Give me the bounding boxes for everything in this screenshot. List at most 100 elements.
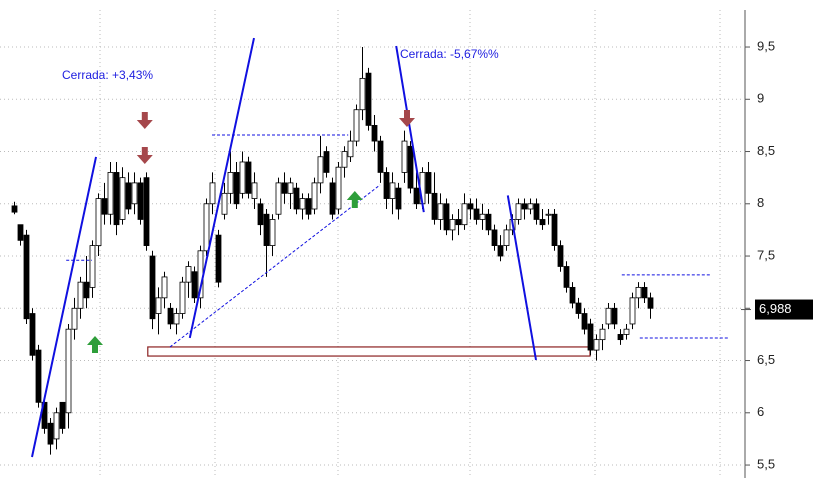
candle-body bbox=[227, 172, 234, 194]
candle-body bbox=[377, 140, 384, 173]
candle-body bbox=[479, 213, 486, 220]
candle-body bbox=[113, 172, 120, 226]
candle-body bbox=[611, 307, 618, 325]
candle-body bbox=[371, 125, 378, 142]
candle-body bbox=[401, 140, 408, 173]
sell-signal bbox=[399, 109, 415, 127]
y-tick-label: 6,5 bbox=[757, 352, 775, 367]
candle-body bbox=[467, 203, 474, 210]
candle-body bbox=[515, 203, 522, 220]
candle-body bbox=[485, 213, 492, 231]
candle-body bbox=[305, 198, 312, 215]
annotation: Cerrada: -5,67%% bbox=[400, 47, 499, 61]
annotation: Cerrada: +3,43% bbox=[62, 68, 153, 82]
candle-body bbox=[209, 182, 216, 205]
candle-body bbox=[455, 219, 462, 226]
candle-body bbox=[65, 328, 72, 414]
candle-body bbox=[257, 203, 264, 226]
candle-body bbox=[359, 77, 366, 111]
candle-body bbox=[35, 349, 42, 403]
candle-body bbox=[71, 307, 78, 330]
y-tick-label: 8 bbox=[757, 195, 764, 210]
zone bbox=[147, 346, 591, 357]
candle-body bbox=[83, 281, 90, 299]
candle-body bbox=[317, 156, 324, 184]
candle-body bbox=[167, 307, 174, 325]
candle-body bbox=[299, 198, 306, 210]
candle-body bbox=[539, 219, 546, 226]
last-price-label: 6,988 bbox=[759, 301, 792, 316]
candle-body bbox=[383, 172, 390, 199]
candle-body bbox=[521, 203, 528, 210]
candle-body bbox=[251, 182, 258, 199]
y-tick-label: 6 bbox=[757, 404, 764, 419]
candle-body bbox=[593, 339, 600, 351]
candle-body bbox=[59, 401, 66, 429]
candle-body bbox=[239, 161, 246, 194]
candle-body bbox=[137, 182, 144, 220]
candle-body bbox=[563, 266, 570, 288]
candle-body bbox=[365, 72, 372, 126]
candle-body bbox=[53, 412, 60, 440]
trendline bbox=[395, 45, 425, 213]
sell-signal bbox=[136, 111, 153, 129]
y-tick-label: 7,5 bbox=[757, 247, 775, 262]
candle-body bbox=[95, 198, 102, 246]
candle-body bbox=[221, 192, 228, 215]
y-tick-label: 9,5 bbox=[757, 38, 775, 53]
candle-body bbox=[581, 313, 588, 330]
candle-body bbox=[449, 219, 456, 231]
sell-signal bbox=[136, 146, 153, 164]
candle-body bbox=[29, 313, 36, 356]
candle-body bbox=[311, 182, 318, 210]
candle-body bbox=[47, 422, 54, 445]
candle-body bbox=[545, 213, 552, 216]
candle-body bbox=[407, 145, 414, 189]
candle-body bbox=[395, 187, 402, 210]
candle-body bbox=[329, 182, 336, 215]
candle-body bbox=[203, 203, 210, 252]
candle-body bbox=[23, 234, 30, 320]
candle-body bbox=[473, 208, 480, 220]
y-tick-label: 5,5 bbox=[757, 456, 775, 471]
candle-body bbox=[641, 286, 648, 299]
candle-body bbox=[599, 328, 606, 341]
candle-body bbox=[287, 182, 294, 194]
candle-body bbox=[437, 203, 444, 220]
last-price-box bbox=[755, 299, 813, 320]
candle-body bbox=[125, 182, 132, 210]
candle-body bbox=[107, 172, 114, 215]
candle-body bbox=[191, 271, 198, 299]
candle-body bbox=[503, 229, 510, 246]
candle-body bbox=[275, 182, 282, 215]
candle-body bbox=[605, 307, 612, 325]
y-tick-label: 9 bbox=[757, 91, 764, 106]
candle-body bbox=[569, 286, 576, 304]
candle-body bbox=[347, 140, 354, 158]
candle-body bbox=[635, 286, 642, 299]
candle-body bbox=[323, 151, 330, 173]
candle-body bbox=[263, 213, 270, 246]
trendline bbox=[31, 156, 97, 458]
candle-body bbox=[77, 281, 84, 309]
candle-body bbox=[629, 297, 636, 325]
candle-body bbox=[17, 224, 24, 241]
trendline bbox=[169, 184, 381, 348]
candle-body bbox=[233, 172, 240, 205]
candle-body bbox=[179, 281, 186, 314]
candle-body bbox=[551, 213, 558, 246]
candle-body bbox=[185, 266, 192, 283]
buy-signal bbox=[346, 191, 363, 209]
candle-body bbox=[341, 151, 348, 168]
candle-body bbox=[527, 203, 534, 210]
candle-body bbox=[11, 205, 18, 213]
candle-body bbox=[161, 276, 168, 299]
candle-body bbox=[587, 323, 594, 351]
candle-body bbox=[461, 203, 468, 226]
candle-body bbox=[425, 172, 432, 194]
candle-body bbox=[131, 182, 138, 205]
candle-body bbox=[647, 297, 654, 309]
trendline bbox=[506, 195, 537, 361]
